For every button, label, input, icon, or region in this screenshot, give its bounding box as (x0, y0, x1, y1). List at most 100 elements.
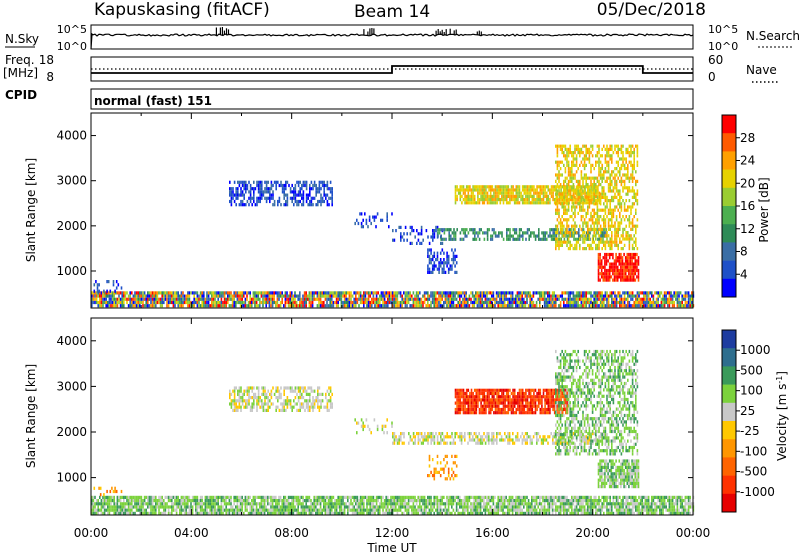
y-tick-label: 2000 (56, 219, 87, 233)
echo-region (354, 418, 393, 435)
time-tick-label: 00:00 (74, 526, 109, 540)
nsky-spikes (215, 27, 482, 35)
beam-title: Beam 14 (354, 2, 430, 22)
nave-tick-top: 60 (708, 53, 723, 67)
cpid-label: CPID (5, 88, 37, 102)
y-tick-label: 4000 (56, 129, 87, 143)
colorbar-tick-label: 500 (740, 363, 763, 377)
power-colorbar-label: Power [dB] (757, 177, 771, 242)
echo-region (427, 248, 458, 274)
power-echo-cells (91, 144, 695, 308)
echo-region (229, 180, 333, 207)
power-x-ticks (90, 113, 694, 308)
nsky-right-tick-bottom: 10^0 (708, 40, 738, 53)
colorbar-swatch (722, 493, 736, 513)
colorbar-tick-label: 100 (740, 384, 763, 398)
colorbar-swatch (722, 278, 736, 298)
cpid-mode: normal (fast) 151 (94, 94, 212, 108)
velocity-ylabel: Slant Range [km] (24, 364, 38, 468)
y-tick-label: 1000 (56, 471, 87, 485)
colorbar-tick-label: 8 (740, 245, 748, 259)
colorbar-swatch (722, 439, 736, 458)
colorbar-tick-label: -100 (740, 444, 767, 458)
colorbar-tick-label: 24 (740, 154, 755, 168)
nsky-right-tick-top: 10^5 (708, 23, 738, 36)
colorbar-swatch (722, 115, 736, 134)
echo-region (392, 225, 444, 245)
nsky-left-tick-bottom: 10^0 (57, 40, 87, 53)
nsearch-label: N.Search (746, 29, 800, 43)
colorbar-swatch (722, 169, 736, 189)
colorbar-tick-label: -500 (740, 465, 767, 479)
power-ylabel: Slant Range [km] (24, 158, 38, 262)
power-y-ticks: 1000 2000 3000 4000 (56, 129, 693, 278)
cpid-panel: CPID normal (fast) 151 (5, 88, 694, 110)
colorbar-swatch (722, 348, 736, 367)
colorbar-swatch (722, 151, 736, 170)
freq-label: Freq. (5, 53, 35, 67)
colorbar-swatch (722, 366, 736, 385)
colorbar-swatch (722, 242, 736, 261)
colorbar-swatch (722, 330, 736, 349)
velocity-colorbar: 1000 500 100 25 -25 -100 -500 -1000 (721, 329, 775, 513)
colorbar-tick-label: 1000 (740, 343, 771, 357)
echo-region (91, 495, 695, 515)
y-tick-label: 4000 (56, 334, 87, 348)
colorbar-swatch (722, 384, 736, 404)
freq-unit-label: [MHz] (3, 66, 38, 80)
echo-region (392, 432, 607, 445)
station-title: Kapuskasing (fitACF) (94, 0, 270, 20)
colorbar-tick-label: 20 (740, 176, 755, 190)
y-tick-label: 1000 (56, 264, 87, 278)
echo-region (354, 212, 393, 229)
power-panel: 1000 2000 3000 4000 Slant Range [km] 28 24 20… (24, 112, 771, 309)
nave-label: Nave (746, 63, 777, 77)
colorbar-swatch (722, 457, 736, 476)
freq-trace (91, 65, 693, 74)
echo-region (229, 386, 333, 412)
echo-region (454, 388, 569, 415)
colorbar-swatch (722, 187, 736, 207)
colorbar-tick-label: 25 (740, 404, 755, 418)
colorbar-tick-label: -1000 (740, 485, 775, 499)
freq-panel: Freq. [MHz] 18 8 60 0 Nave (3, 53, 778, 84)
date-title: 05/Dec/2018 (597, 0, 706, 20)
colorbar-swatch (722, 421, 736, 440)
y-tick-label: 3000 (56, 379, 87, 393)
time-tick-label: 20:00 (575, 526, 610, 540)
freq-tick-bottom: 8 (46, 70, 54, 84)
colorbar-tick-label: -25 (740, 424, 760, 438)
nsky-label: N.Sky (5, 32, 39, 46)
colorbar-swatch (722, 402, 736, 422)
velocity-panel: 1000 2000 3000 4000 Slant Range [km] 1000 50… (24, 317, 790, 516)
time-axis-labels: 00:00 04:00 08:00 12:00 16:00 20:00 00:00 (74, 526, 711, 540)
velocity-colorbar-label: Velocity [m s-1] (775, 371, 790, 461)
time-tick-label: 12:00 (375, 526, 410, 540)
time-tick-label: 08:00 (274, 526, 309, 540)
velocity-echo-cells (91, 349, 695, 515)
time-tick-label: 00:00 (676, 526, 711, 540)
time-tick-label: 16:00 (475, 526, 510, 540)
colorbar-swatch (722, 133, 736, 152)
nsky-panel: N.Sky 10^5 10^0 10^5 10^0 N.Search (5, 23, 800, 53)
colorbar-tick-label: 28 (740, 131, 755, 145)
freq-tick-top: 18 (39, 53, 54, 67)
colorbar-tick-label: 12 (740, 222, 755, 236)
y-tick-label: 2000 (56, 425, 87, 439)
echo-region (93, 486, 123, 497)
echo-region (427, 454, 458, 481)
nsky-trace (90, 32, 694, 50)
colorbar-swatch (722, 206, 736, 225)
power-colorbar: 28 24 20 16 12 8 4 (721, 114, 755, 298)
echo-region (93, 280, 123, 293)
echo-region (555, 349, 639, 456)
echo-region (597, 252, 640, 282)
colorbar-tick-label: 16 (740, 199, 755, 213)
velocity-y-ticks: 1000 2000 3000 4000 (56, 334, 693, 485)
colorbar-swatch (722, 475, 736, 495)
time-axis-title: Time UT (366, 541, 417, 554)
colorbar-swatch (722, 260, 736, 280)
time-tick-label: 04:00 (174, 526, 209, 540)
